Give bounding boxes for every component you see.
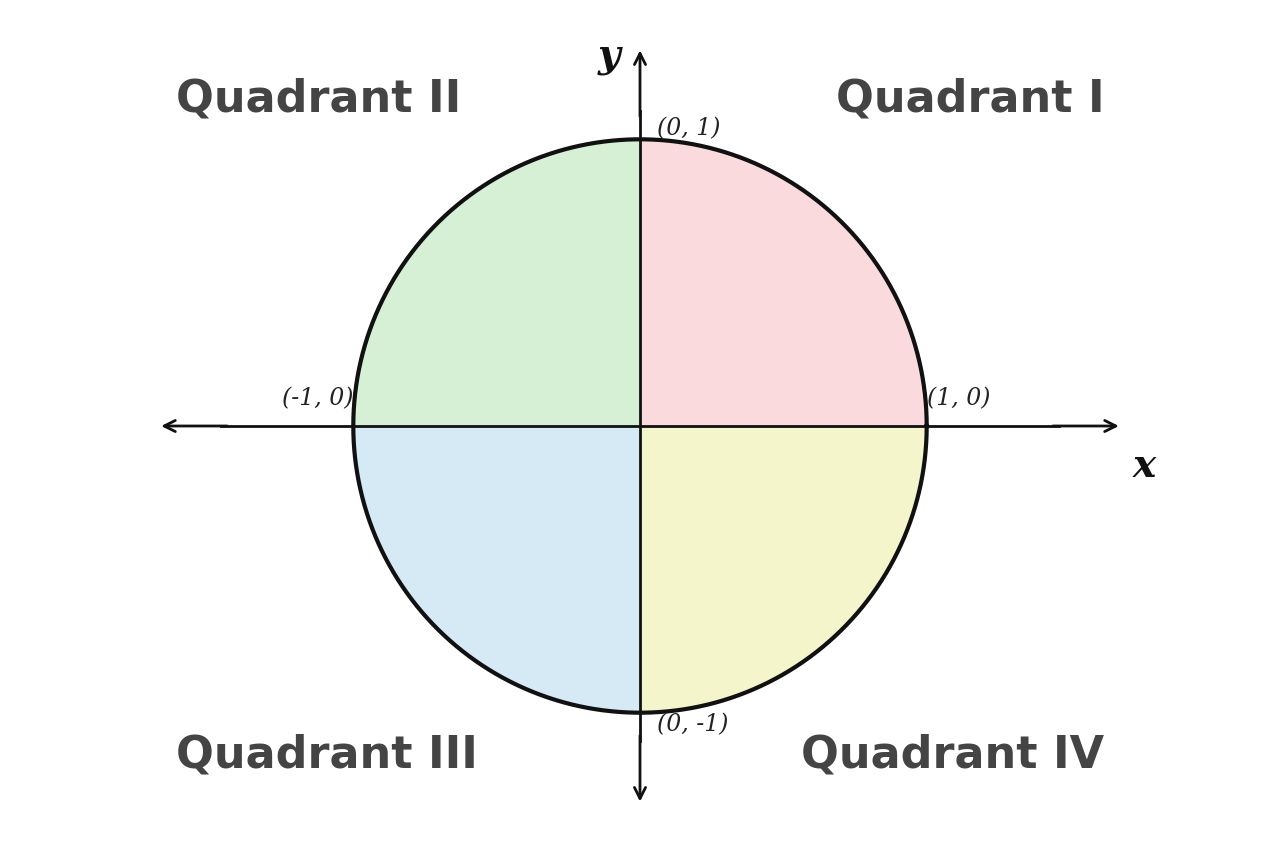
Text: Quadrant III: Quadrant III (175, 733, 477, 776)
Text: y: y (598, 37, 620, 75)
Text: Quadrant II: Quadrant II (175, 77, 461, 120)
Text: (-1, 0): (-1, 0) (282, 386, 353, 409)
Text: x: x (1133, 447, 1156, 485)
Text: (0, 1): (0, 1) (657, 117, 721, 140)
Text: Quadrant I: Quadrant I (836, 77, 1105, 120)
Polygon shape (353, 426, 640, 713)
Polygon shape (353, 140, 640, 426)
Text: (0, -1): (0, -1) (657, 713, 728, 736)
Polygon shape (640, 140, 927, 426)
Text: Quadrant IV: Quadrant IV (801, 733, 1105, 776)
Polygon shape (640, 426, 927, 713)
Text: (1, 0): (1, 0) (927, 386, 991, 409)
